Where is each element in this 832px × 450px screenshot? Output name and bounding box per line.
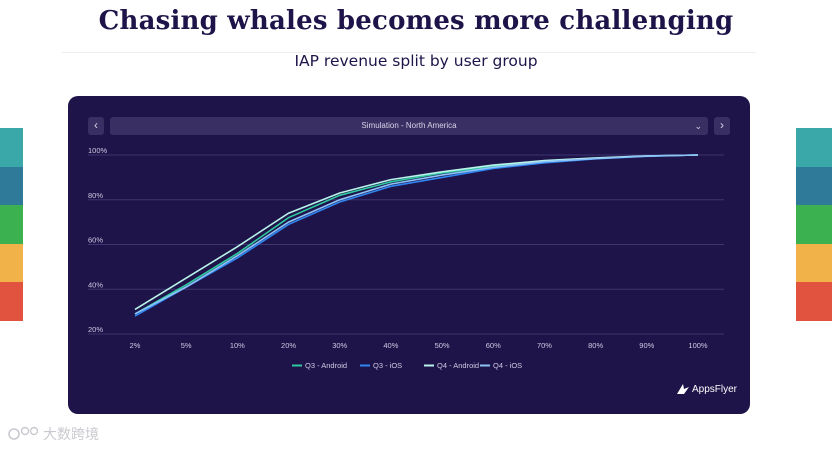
prev-button[interactable]: ‹ [88,117,104,135]
y-tick-label: 60% [88,236,103,245]
left-stripe [0,282,23,321]
chevron-down-icon: ⌄ [694,121,702,131]
appsflyer-wing-icon [677,384,689,394]
left-stripe [0,243,23,282]
watermark-text: 大数跨境 [43,426,99,442]
right-stripe [796,205,832,244]
left-stripe [0,166,23,205]
region-dropdown[interactable]: Simulation - North America ⌄ [110,117,708,135]
logo-text: AppsFlyer [692,383,738,395]
x-tick-label: 20% [281,341,296,350]
x-tick-label: 50% [435,341,450,350]
chart-panel: ‹ Simulation - North America ⌄ › 20% 40% 6… [68,96,750,414]
next-button[interactable]: › [714,117,730,135]
y-tick-label: 100% [88,146,108,155]
x-tick-label: 30% [332,341,347,350]
x-tick-label: 100% [688,341,708,350]
slide-title: Chasing whales becomes more challenging [98,6,734,36]
title-divider [62,52,756,53]
left-stripe [0,205,23,244]
x-tick-label: 2% [130,341,141,350]
legend-label: Q4 - Android [437,361,479,370]
right-stripe [796,166,832,205]
x-tick-label: 80% [588,341,603,350]
legend-label: Q4 - iOS [493,361,522,370]
x-tick-label: 5% [181,341,192,350]
left-stripe [0,128,23,167]
series-line [134,154,699,315]
x-tick-label: 70% [537,341,552,350]
x-tick-label: 60% [486,341,501,350]
y-tick-label: 80% [88,191,103,200]
watermark-logo-icon [8,426,39,440]
right-stripe [796,282,832,321]
y-tick-label: 20% [88,325,103,334]
legend-label: Q3 - Android [305,361,347,370]
x-tick-label: 90% [639,341,654,350]
x-tick-label: 10% [230,341,245,350]
chart-subtitle: IAP revenue split by user group [294,52,538,70]
right-stripe [796,243,832,282]
appsflyer-logo: AppsFlyer [676,383,737,395]
watermark: 大数跨境 [8,424,99,444]
x-tick-label: 40% [383,341,398,350]
legend-label: Q3 - iOS [373,361,402,370]
right-stripe [796,128,832,167]
y-tick-label: 40% [88,280,103,289]
line-chart: 20% 40% 60% 80% 100% 2% 5% 10% 20% 30% 40% 50% 60% 70… [88,146,724,370]
dropdown-value: Simulation - North America [361,121,457,130]
